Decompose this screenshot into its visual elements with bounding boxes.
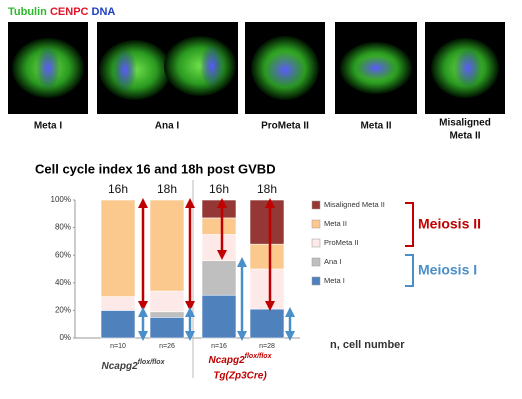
image-label: Ana I	[155, 121, 180, 132]
bar-segment	[249, 243, 285, 270]
y-tick-label: 60%	[55, 250, 71, 259]
legend-label: Meta II	[324, 219, 347, 228]
group-name: Ncapg2	[209, 355, 246, 366]
group-name: Ncapg2	[102, 361, 139, 372]
image-label: ProMeta II	[261, 121, 309, 132]
y-tick-label: 20%	[55, 306, 71, 315]
group-label: Ncapg2flox/flox	[209, 353, 273, 366]
y-tick-label: 100%	[51, 195, 71, 204]
legend-label: ProMeta II	[324, 238, 359, 247]
bar-segment	[201, 234, 237, 262]
legend-swatch	[311, 257, 321, 267]
bar-segment	[100, 296, 136, 311]
bar-segment	[149, 290, 185, 313]
count-note: n, cell number	[330, 339, 405, 351]
group-sup: flox/flox	[138, 359, 166, 366]
image-label: Meta II	[360, 121, 391, 132]
image-label: Meta I	[34, 121, 63, 132]
group-label: Ncapg2flox/flox	[102, 359, 166, 372]
bar-segment	[249, 199, 285, 245]
bar-segment	[149, 311, 185, 318]
category-label: 16h	[209, 182, 229, 196]
group-label: Tg(Zp3Cre)	[213, 371, 267, 382]
legend-swatch	[311, 276, 321, 286]
arrows	[138, 198, 414, 341]
chart: 0% 20% 40% 60% 80% 100% 16h n=10 18h n=26 16h n=16 1…	[51, 180, 385, 382]
category-label: 18h	[157, 182, 177, 196]
chart-title: Cell cycle index 16 and 18h post GVBD	[35, 161, 276, 176]
count-label: n=26	[159, 343, 175, 350]
bar-segment	[201, 294, 237, 339]
bar-segment	[100, 310, 136, 339]
bar-segment	[201, 260, 237, 296]
y-tick-label: 80%	[55, 223, 71, 232]
legend-label: Misaligned Meta II	[324, 200, 385, 209]
bar-segment	[149, 316, 185, 339]
legend-swatch	[311, 200, 321, 210]
count-label: n=28	[259, 343, 275, 350]
stain-label: Tubulin CENPC DNA	[8, 6, 115, 18]
bracket-label: Meiosis II	[418, 216, 481, 232]
category-label: 16h	[108, 182, 128, 196]
bar-segment	[149, 199, 185, 292]
image-label: Misaligned	[439, 118, 491, 129]
micrographs	[8, 22, 505, 114]
bar-segment	[201, 199, 237, 219]
legend-swatch	[311, 219, 321, 229]
legend-swatch	[311, 238, 321, 248]
bar-segment	[249, 268, 285, 310]
bar-segment	[249, 308, 285, 339]
count-label: n=16	[211, 343, 227, 350]
bar-segment	[201, 217, 237, 235]
legend-label: Meta I	[324, 276, 345, 285]
bar-segment	[100, 199, 136, 297]
count-label: n=10	[110, 343, 126, 350]
y-tick-label: 40%	[55, 278, 71, 287]
group-sup: flox/flox	[245, 353, 273, 360]
bracket-label: Meiosis I	[418, 262, 477, 278]
y-tick-label: 0%	[59, 333, 71, 342]
image-label: Meta II	[449, 131, 480, 142]
category-label: 18h	[257, 182, 277, 196]
legend-label: Ana I	[324, 257, 342, 266]
